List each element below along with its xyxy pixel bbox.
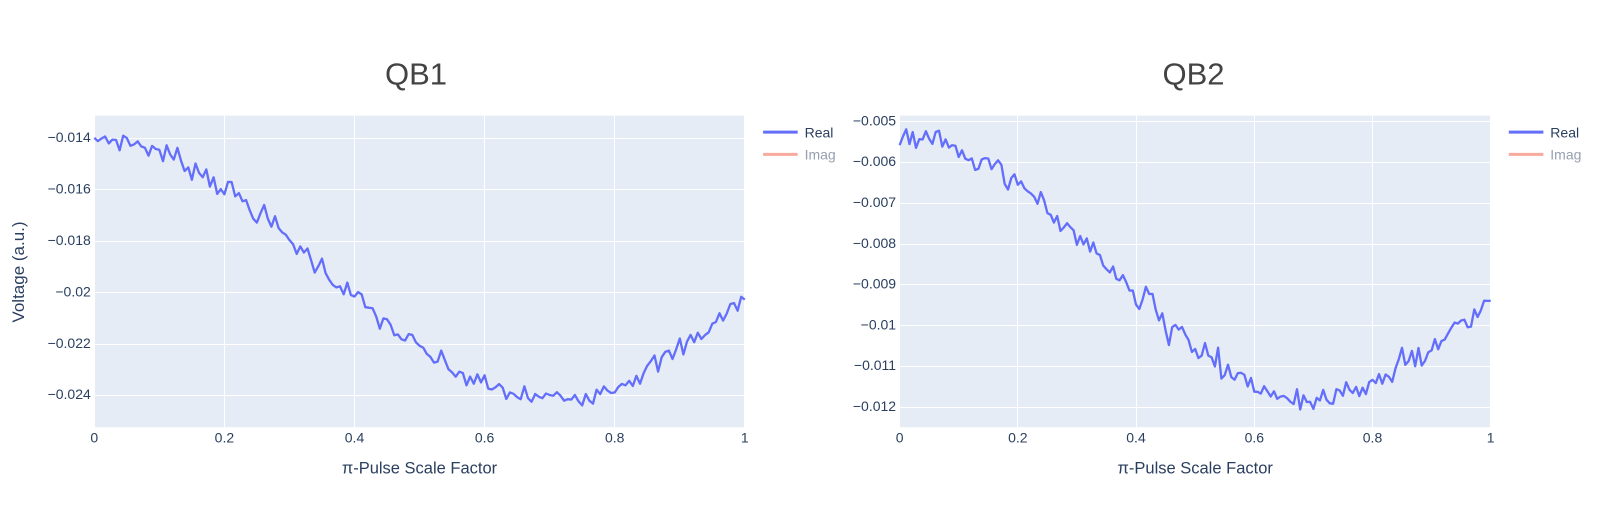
svg-text:−0.008: −0.008 bbox=[853, 235, 896, 251]
svg-text:−0.016: −0.016 bbox=[48, 181, 91, 197]
svg-text:Real: Real bbox=[805, 124, 834, 140]
svg-text:0.2: 0.2 bbox=[215, 430, 235, 446]
svg-text:π-Pulse Scale Factor: π-Pulse Scale Factor bbox=[1118, 460, 1274, 478]
svg-text:Imag: Imag bbox=[1550, 147, 1581, 163]
svg-text:0.2: 0.2 bbox=[1008, 430, 1028, 446]
svg-text:−0.009: −0.009 bbox=[853, 276, 896, 292]
svg-text:−0.011: −0.011 bbox=[854, 357, 896, 373]
svg-text:1: 1 bbox=[741, 430, 749, 446]
svg-text:Real: Real bbox=[1550, 124, 1579, 140]
svg-text:−0.007: −0.007 bbox=[853, 194, 896, 210]
svg-text:−0.012: −0.012 bbox=[853, 398, 896, 414]
svg-text:0.6: 0.6 bbox=[475, 430, 495, 446]
svg-text:0: 0 bbox=[90, 430, 98, 446]
svg-text:−0.018: −0.018 bbox=[48, 232, 91, 248]
svg-text:1: 1 bbox=[1487, 430, 1495, 446]
svg-text:0: 0 bbox=[896, 430, 904, 446]
svg-text:0.8: 0.8 bbox=[605, 430, 625, 446]
svg-text:−0.024: −0.024 bbox=[48, 386, 91, 402]
svg-text:QB1: QB1 bbox=[385, 57, 447, 92]
svg-text:−0.02: −0.02 bbox=[55, 283, 91, 299]
svg-text:−0.01: −0.01 bbox=[861, 316, 897, 332]
svg-text:π-Pulse Scale Factor: π-Pulse Scale Factor bbox=[342, 460, 498, 478]
svg-text:Imag: Imag bbox=[805, 147, 836, 163]
svg-text:−0.022: −0.022 bbox=[48, 335, 91, 351]
svg-text:QB2: QB2 bbox=[1162, 57, 1224, 92]
svg-text:−0.006: −0.006 bbox=[853, 153, 896, 169]
svg-text:−0.014: −0.014 bbox=[48, 129, 91, 145]
svg-text:0.8: 0.8 bbox=[1363, 430, 1383, 446]
svg-text:0.4: 0.4 bbox=[1126, 430, 1146, 446]
svg-text:0.6: 0.6 bbox=[1245, 430, 1265, 446]
svg-text:−0.005: −0.005 bbox=[853, 112, 896, 128]
svg-text:Voltage (a.u.): Voltage (a.u.) bbox=[9, 221, 28, 322]
svg-text:0.4: 0.4 bbox=[345, 430, 365, 446]
